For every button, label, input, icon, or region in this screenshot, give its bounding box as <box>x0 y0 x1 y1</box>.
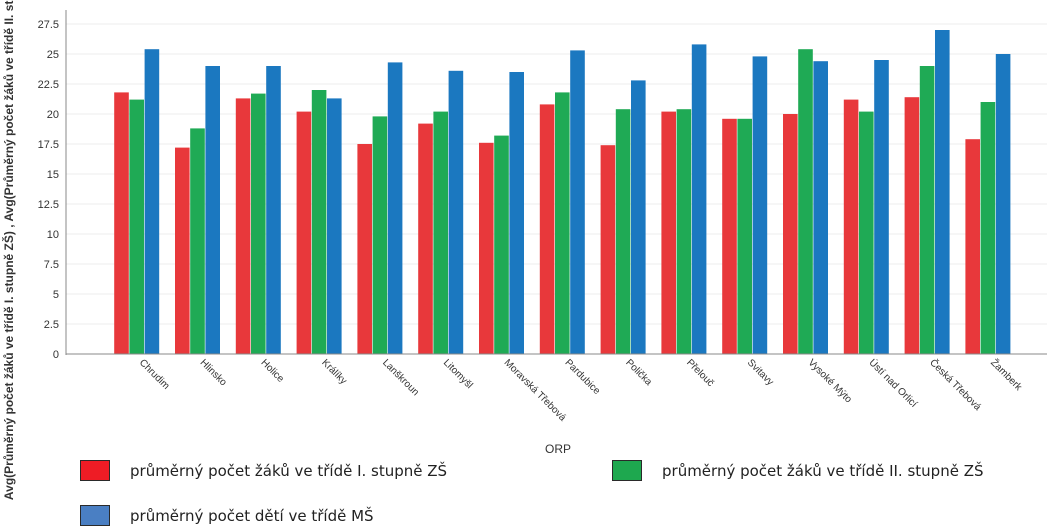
bar-group <box>418 70 464 355</box>
y-tick-label: 10 <box>47 229 59 241</box>
x-tick-label: Králíky <box>319 357 348 386</box>
x-tick-label: Svitavy <box>745 357 776 388</box>
bar <box>691 44 707 355</box>
bar <box>752 56 768 355</box>
bar <box>418 123 433 354</box>
bar-groups <box>114 30 1011 355</box>
bar <box>114 92 129 355</box>
bar <box>327 98 342 355</box>
x-tick-label: Litomyšl <box>441 357 475 391</box>
bar <box>144 49 160 354</box>
bar-group <box>539 50 585 355</box>
bar <box>798 49 813 354</box>
bar <box>448 70 464 355</box>
bar <box>433 111 448 354</box>
y-tick-label: 22.5 <box>38 79 59 91</box>
bar <box>783 114 798 354</box>
y-tick-label: 20 <box>47 109 59 121</box>
bar <box>995 54 1011 354</box>
y-tick-label: 5 <box>53 289 59 301</box>
bar-group <box>296 90 342 355</box>
bar-group <box>843 60 889 354</box>
y-tick-labels: 0 2.5 5 7.5 10 12.5 15 17.5 20 22.5 25 27.5 <box>38 19 59 361</box>
bar <box>357 144 372 354</box>
x-tick-label: Žamberk <box>988 356 1026 394</box>
y-tick-label: 27.5 <box>38 19 59 31</box>
bar <box>296 111 312 354</box>
bar <box>266 66 281 354</box>
bar <box>555 92 570 355</box>
bar <box>935 30 950 354</box>
x-tick-label: Ústí nad Orlicí <box>866 356 920 410</box>
bar <box>874 60 889 354</box>
bar <box>615 109 631 354</box>
bar <box>600 145 616 354</box>
bar <box>661 111 676 354</box>
bar <box>311 90 327 354</box>
bar-group <box>235 66 281 355</box>
bar <box>722 118 737 354</box>
y-tick-label: 25 <box>47 49 59 61</box>
y-tick-label: 15 <box>47 169 59 181</box>
x-tick-label: Chrudim <box>137 357 172 392</box>
bar-group <box>783 49 828 354</box>
x-tick-labels: Chrudim Hlinsko Holice Králíky Lanškroun Lito… <box>137 356 1026 424</box>
y-tick-label: 0 <box>53 349 59 361</box>
bar-group <box>661 44 707 355</box>
bar <box>205 66 220 354</box>
bar <box>509 72 524 354</box>
bar-group <box>175 66 220 354</box>
x-tick-label: Hlinsko <box>198 357 229 388</box>
bar-group <box>722 56 768 355</box>
bar <box>494 135 509 354</box>
bar <box>904 97 920 354</box>
x-axis-label: ORP <box>545 442 571 456</box>
bar-group <box>600 80 646 355</box>
y-tick-label: 2.5 <box>44 319 59 331</box>
bar <box>676 109 692 354</box>
x-tick-label: Holice <box>258 357 286 385</box>
bar <box>190 128 205 354</box>
y-axis-label: Avg(Průměrný počet žáků ve třídě I. stup… <box>1 0 16 500</box>
bar <box>631 80 646 355</box>
bar-group <box>965 54 1011 354</box>
axes <box>65 10 1047 355</box>
x-tick-label: Moravská Třebová <box>502 357 569 424</box>
bar <box>843 99 859 354</box>
x-tick-label: Polička <box>623 357 654 388</box>
bar <box>235 98 251 355</box>
bar <box>980 102 996 354</box>
bar <box>737 118 752 354</box>
bar <box>965 139 980 354</box>
bar <box>479 142 494 354</box>
bar-group <box>904 30 950 354</box>
bar <box>251 93 266 354</box>
bar <box>387 62 403 355</box>
bar-group <box>479 72 524 354</box>
x-tick-label: Vysoké Mýto <box>806 357 854 405</box>
bar <box>570 50 585 355</box>
bar <box>919 66 935 354</box>
y-tick-label: 12.5 <box>38 199 59 211</box>
bar <box>859 111 874 354</box>
bar <box>175 147 190 354</box>
bar <box>129 99 144 354</box>
bar <box>372 116 388 355</box>
y-tick-label: 7.5 <box>44 259 59 271</box>
y-tick-label: 17.5 <box>38 139 59 151</box>
bar-group <box>357 62 403 355</box>
x-tick-label: Přelouč <box>684 357 716 389</box>
x-tick-label: Lanškroun <box>380 357 421 398</box>
bar <box>813 61 828 354</box>
bar-group <box>114 49 160 355</box>
bar <box>539 104 555 355</box>
x-tick-label: Česká Třebová <box>927 356 984 413</box>
x-tick-label: Pardubice <box>562 357 602 397</box>
